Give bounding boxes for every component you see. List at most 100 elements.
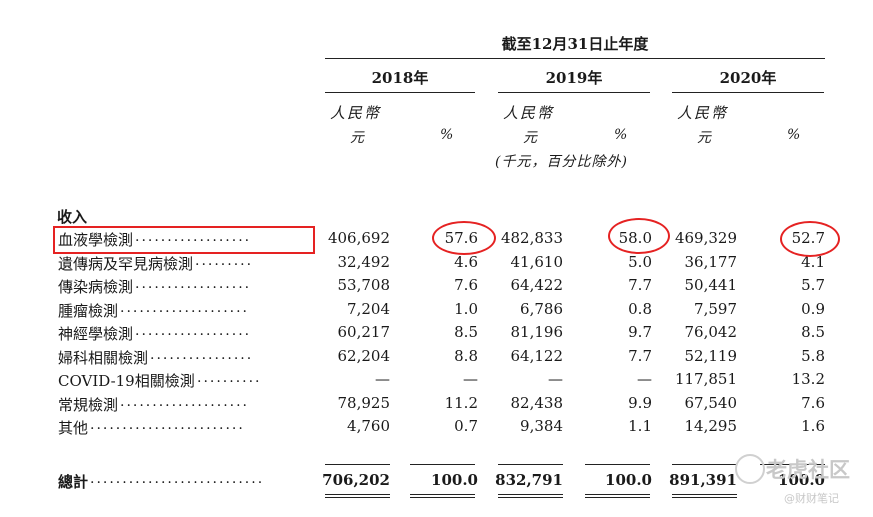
table-row: 腫瘤檢測.................... 7,204 1.0 6,786 0.8… [0,300,873,323]
cell-2020-pct: 5.7 [801,276,825,294]
row-leader-dots: .................... [120,393,250,410]
cell-2020-pct: 4.1 [801,252,825,271]
unit-pct-2018: % [440,127,454,143]
cell-2018-pct: — [463,370,478,388]
cell-2018-pct: 8.5 [454,323,478,341]
cell-2019-value: 41,610 [510,252,564,271]
year-2019-underline [498,92,650,93]
table-row: 遺傳病及罕見病檢測......... 32,492 4.6 41,610 5.0 36,1… [0,253,873,276]
total-2020-pct: 100.0 [778,471,825,489]
currency-2018: 人民幣 [330,104,382,122]
total-topline-2020-v [672,464,737,465]
watermark-brand: 老虎社区 [766,458,850,482]
cell-2018-pct: 7.6 [454,276,478,294]
cell-2020-value: 117,851 [674,370,737,388]
watermark-sub: @财财笔记 [784,492,839,505]
total-2020-value: 891,391 [669,471,737,489]
total-underline-a-2018-v [325,494,390,495]
cell-2018-value: 4,760 [347,417,390,435]
year-2019-heading: 2019年 [545,69,603,87]
cell-2018-value: 78,925 [337,393,391,412]
table-row: 傳染病檢測.................. 53,708 7.6 64,422 7.… [0,276,873,299]
cell-2018-value: 53,708 [337,276,391,294]
cell-2018-pct: 11.2 [444,393,478,412]
period-heading: 截至12月31日止年度 [501,35,649,53]
total-underline-b-2018-p [410,497,475,498]
total-underline-b-2019-v [498,497,563,498]
cell-2018-pct: 8.8 [454,346,478,365]
cell-2019-pct: 7.7 [628,276,652,294]
row-leader-dots: .......... [197,370,262,386]
unit-yuan-2019: 元 [523,130,537,146]
currency-2020: 人民幣 [677,104,729,122]
row-label: 常規檢測 [58,395,119,414]
row-leader-dots: .................. [135,323,252,339]
table-row: 神經學檢測.................. 60,217 8.5 81,196 9.… [0,323,873,346]
year-2020-heading: 2020年 [719,69,777,87]
total-underline-b-2020-v [672,497,737,498]
row-leader-dots: .................... [120,299,250,316]
row-label: 遺傳病及罕見病檢測 [58,254,194,273]
row-label: 傳染病檢測 [58,278,134,296]
highlight-circle-2018 [432,221,496,255]
unit-yuan-2018: 元 [350,130,364,146]
cell-2019-value: — [548,370,563,388]
cell-2020-pct: 5.8 [801,346,825,365]
cell-2020-value: 67,540 [684,393,738,412]
cell-2020-value: 76,042 [684,323,738,341]
cell-2020-value: 52,119 [684,346,738,365]
total-underline-a-2018-p [410,494,475,495]
cell-2019-value: 6,786 [520,299,563,318]
total-underline-a-2020-v [672,494,737,495]
total-2018-value: 706,202 [322,471,390,489]
total-underline-b-2019-p [585,497,650,498]
cell-2019-value: 82,438 [510,393,564,412]
cell-2020-pct: 1.6 [801,417,825,435]
cell-2019-pct: — [637,370,652,388]
total-topline-2020-p [760,464,825,465]
row-label: COVID-19相關檢測 [58,372,195,390]
unit-pct-2019: % [614,127,628,143]
table-row: 婦科相關檢測................ 62,204 8.8 64,122 7.7… [0,347,873,370]
total-2018-pct: 100.0 [431,471,478,489]
row-label: 腫瘤檢測 [58,301,119,320]
cell-2020-pct: 0.9 [801,299,825,318]
table-row: COVID-19相關檢測.......... — — — — 117,851 13.2 [0,370,873,393]
row-label: 神經學檢測 [58,325,134,343]
total-topline-2019-v [498,464,563,465]
cell-2018-pct: 1.0 [454,299,478,318]
cell-2019-value: 64,122 [510,346,564,365]
total-underline-b-2018-v [325,497,390,498]
cell-2019-pct: 5.0 [628,252,652,271]
row-label: 婦科相關檢測 [58,348,149,367]
cell-2020-value: 50,441 [684,276,738,294]
cell-2018-value: 7,204 [347,299,390,318]
cell-2018-value: 62,204 [337,346,391,365]
cell-2019-value: 64,422 [510,276,564,294]
unit-yuan-2020: 元 [697,130,711,146]
unit-note: (千元，百分比除外) [495,154,628,170]
row-leader-dots: ................ [150,346,254,363]
cell-2020-pct: 13.2 [791,370,825,388]
year-2018-underline [325,92,475,93]
cell-2019-pct: 7.7 [628,346,652,365]
cell-2018-value: — [375,370,390,388]
cell-2019-pct: 9.9 [628,393,652,412]
highlight-circle-2020 [780,221,840,257]
total-topline-2018-v [325,464,390,465]
cell-2019-pct: 0.8 [628,299,652,318]
total-dots: ........................... [90,471,265,487]
table-row: 其他........................ 4,760 0.7 9,384 1… [0,417,873,440]
cell-2019-pct: 9.7 [628,323,652,341]
cell-2018-pct: 4.6 [454,252,478,271]
unit-pct-2020: % [787,127,801,143]
total-underline-a-2019-v [498,494,563,495]
cell-2020-pct: 8.5 [801,323,825,341]
cell-2019-value: 81,196 [510,323,564,341]
highlight-box-hematology [53,226,315,254]
table-row: 常規檢測.................... 78,925 11.2 82,438… [0,394,873,417]
row-label: 血液學檢測 [58,231,134,249]
total-label: 總計 [58,473,89,491]
cell-2020-value: 7,597 [694,299,737,318]
watermark-logo-icon [735,454,765,484]
